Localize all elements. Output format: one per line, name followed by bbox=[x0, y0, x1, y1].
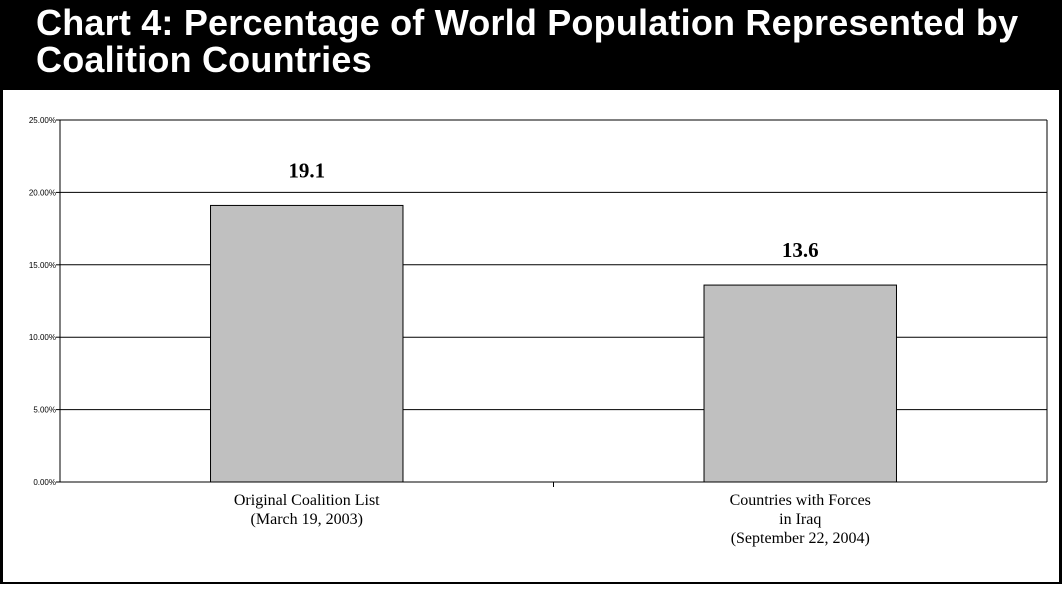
x-category-label: in Iraq bbox=[779, 511, 821, 528]
x-category-label: Countries with Forces bbox=[730, 492, 871, 509]
y-tick-label: 5.00% bbox=[33, 406, 56, 415]
x-category-label: Original Coalition List bbox=[234, 492, 380, 509]
data-label: 13.6 bbox=[782, 238, 819, 262]
y-tick-label: 0.00% bbox=[33, 478, 56, 487]
y-tick-label: 10.00% bbox=[29, 333, 56, 342]
bar-chart: 0.00% 5.00% 10.00% 15.00% 20.00% 25.00% 19.1 Or… bbox=[29, 116, 1048, 547]
data-label: 19.1 bbox=[288, 158, 325, 182]
bar bbox=[210, 204, 404, 483]
bar bbox=[703, 284, 897, 483]
chart-title-bar: Chart 4: Percentage of World Population … bbox=[0, 0, 1062, 90]
y-tick-label: 25.00% bbox=[29, 116, 56, 125]
y-tick-label: 15.00% bbox=[29, 261, 56, 270]
chart-area: 0.00% 5.00% 10.00% 15.00% 20.00% 25.00% 19.1 Or… bbox=[0, 90, 1062, 584]
chart-title: Chart 4: Percentage of World Population … bbox=[36, 2, 1019, 80]
y-tick-label: 20.00% bbox=[29, 188, 56, 197]
x-category-label: (September 22, 2004) bbox=[731, 530, 870, 547]
x-category-label: (March 19, 2003) bbox=[251, 511, 363, 528]
